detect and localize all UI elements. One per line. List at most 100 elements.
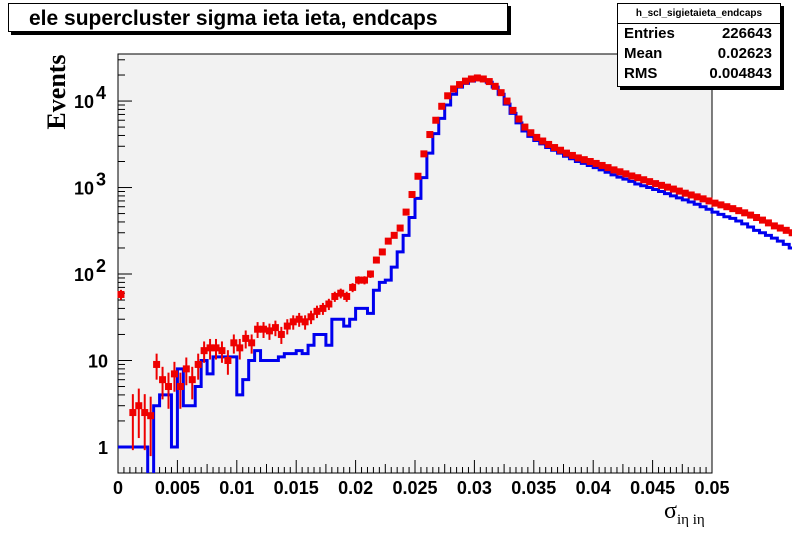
- x-tick-label: 0.03: [457, 478, 492, 498]
- data-point: [390, 231, 398, 239]
- data-point: [598, 161, 606, 169]
- data-point: [628, 172, 636, 180]
- data-point: [634, 174, 642, 182]
- data-point: [432, 116, 440, 124]
- data-point: [711, 199, 719, 207]
- stats-label: RMS: [624, 65, 658, 82]
- data-point: [188, 376, 196, 384]
- data-point: [788, 229, 792, 237]
- x-tick-label: 0.005: [155, 478, 200, 498]
- data-point: [402, 208, 410, 216]
- x-tick-label: 0: [113, 478, 123, 498]
- data-point: [509, 106, 517, 114]
- data-point: [693, 193, 701, 201]
- data-point: [444, 92, 452, 100]
- data-point: [260, 325, 268, 333]
- data-point: [663, 183, 671, 191]
- data-point: [378, 248, 386, 256]
- data-point: [782, 226, 790, 234]
- y-tick-label: 10: [74, 179, 94, 199]
- data-point: [313, 307, 321, 315]
- data-point: [343, 292, 351, 300]
- data-point: [705, 197, 713, 205]
- data-point: [408, 191, 416, 199]
- data-point: [473, 74, 481, 82]
- data-point: [467, 75, 475, 83]
- data-point: [562, 149, 570, 157]
- data-point: [366, 270, 374, 278]
- y-tick-exponent: 4: [96, 83, 106, 103]
- data-point: [521, 123, 529, 131]
- data-point: [652, 180, 660, 188]
- data-point: [349, 283, 357, 291]
- data-point: [717, 201, 725, 209]
- y-tick-exponent: 2: [96, 256, 106, 276]
- data-point: [586, 157, 594, 165]
- data-point: [610, 166, 618, 174]
- data-point: [194, 360, 202, 368]
- data-point: [117, 290, 125, 298]
- data-point: [372, 256, 380, 264]
- data-point: [283, 322, 291, 330]
- data-point: [681, 189, 689, 197]
- chart-title: ele supercluster sigma ieta ieta, endcap…: [8, 3, 508, 32]
- data-point: [135, 402, 143, 410]
- data-point: [337, 289, 345, 297]
- data-point: [307, 313, 315, 321]
- x-tick-label: 0.02: [338, 478, 373, 498]
- data-point: [450, 85, 458, 93]
- x-tick-label: 0.015: [274, 478, 319, 498]
- data-point: [224, 356, 232, 364]
- data-point: [200, 347, 208, 355]
- data-point: [568, 151, 576, 159]
- data-point: [687, 191, 695, 199]
- stats-row-mean: Mean 0.02623: [618, 44, 780, 64]
- data-point: [141, 409, 149, 417]
- data-point: [230, 339, 238, 347]
- stats-label: Mean: [624, 45, 663, 62]
- data-point: [479, 75, 487, 83]
- data-point: [675, 187, 683, 195]
- data-point: [533, 133, 541, 141]
- data-point: [248, 339, 256, 347]
- data-point: [254, 325, 262, 333]
- data-point: [669, 185, 677, 193]
- data-point: [236, 344, 244, 352]
- data-point: [456, 81, 464, 89]
- data-point: [420, 150, 428, 158]
- data-point: [182, 365, 190, 373]
- data-point: [129, 409, 137, 417]
- stats-label: Entries: [624, 25, 675, 42]
- data-point: [265, 327, 273, 335]
- data-point: [212, 344, 220, 352]
- data-point: [242, 334, 250, 342]
- data-point: [735, 207, 743, 215]
- data-point: [396, 224, 404, 232]
- data-point: [438, 102, 446, 110]
- stats-histogram-name: h_scl_sigietaieta_endcaps: [618, 4, 780, 24]
- plot-frame: [117, 53, 713, 474]
- x-axis-label: σiη iη: [664, 498, 705, 528]
- data-point: [153, 360, 161, 368]
- y-tick-label: 10: [74, 265, 94, 285]
- data-point: [557, 146, 565, 154]
- x-tick-label: 0.035: [511, 478, 556, 498]
- data-point: [574, 154, 582, 162]
- x-tick-label: 0.025: [392, 478, 437, 498]
- data-point: [776, 224, 784, 232]
- data-point: [604, 164, 612, 172]
- y-axis-label: Events: [42, 54, 71, 129]
- data-point: [295, 315, 303, 323]
- y-tick-label: 10: [74, 92, 94, 112]
- data-point: [361, 276, 369, 284]
- data-point: [616, 168, 624, 176]
- data-point: [764, 219, 772, 227]
- x-tick-label: 0.05: [694, 478, 729, 498]
- data-point: [551, 144, 559, 152]
- data-point: [384, 237, 392, 245]
- data-point: [301, 318, 309, 326]
- data-point: [218, 347, 226, 355]
- data-point: [503, 97, 511, 105]
- data-point: [658, 181, 666, 189]
